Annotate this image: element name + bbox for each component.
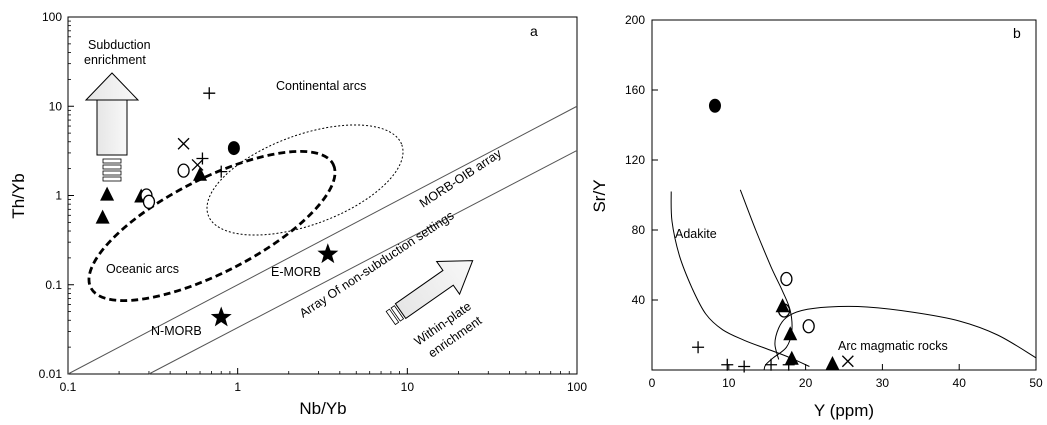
star-point xyxy=(317,243,339,264)
y-tick-label-a: 10 xyxy=(49,99,63,113)
y-tick-label-b: 40 xyxy=(632,293,646,307)
y-tick-label-a: 0.1 xyxy=(45,278,62,292)
open-circle-point xyxy=(780,271,793,287)
plus-point xyxy=(765,358,778,371)
morb-oib-label: MORB-OIB array xyxy=(417,146,505,211)
plus-point xyxy=(692,341,705,354)
cross-point xyxy=(841,355,854,368)
nmorb-label: N-MORB xyxy=(151,324,202,338)
emorb-label: E-MORB xyxy=(271,265,321,279)
y-axis-label-b: Sr/Y xyxy=(590,179,609,212)
triangle-point xyxy=(95,209,110,224)
x-tick-label-b: 0 xyxy=(649,376,656,390)
adakite-label: Adakite xyxy=(675,227,717,241)
triangle-point xyxy=(783,326,798,341)
plot-frame-b xyxy=(651,19,1037,371)
subduction-label-line1: Subduction xyxy=(88,38,151,52)
x-tick-label-b: 40 xyxy=(953,376,967,390)
y-tick-label-b: 120 xyxy=(625,153,645,167)
array-boundary-line xyxy=(148,149,578,375)
y-tick-label-b: 80 xyxy=(632,223,646,237)
filled-circle-point xyxy=(227,141,240,156)
x-tick-label-b: 50 xyxy=(1029,376,1043,390)
x-tick-label-b: 20 xyxy=(799,376,813,390)
continental-arcs-label: Continental arcs xyxy=(276,79,366,93)
x-tick-label-b: 10 xyxy=(722,376,736,390)
plus-point xyxy=(738,360,751,373)
plus-point xyxy=(215,165,228,178)
plus-point xyxy=(196,152,209,165)
y-tick-label-a: 0.01 xyxy=(39,367,63,381)
chart-b: 0 10 20 30 40 50 40 80 120 160 200 Adakite Arc mag… xyxy=(590,13,1043,420)
open-circle-point xyxy=(142,194,156,209)
panel-label-a: a xyxy=(530,23,538,39)
oceanic-arcs-label: Oceanic arcs xyxy=(106,262,179,276)
within-plate-arrow xyxy=(385,260,474,326)
plus-point xyxy=(203,87,216,100)
field-boundary-curve xyxy=(739,189,793,371)
panel-label-b: b xyxy=(1013,25,1021,41)
open-circle-point xyxy=(802,319,815,334)
cross-point xyxy=(191,158,204,171)
continental-arcs-field xyxy=(206,124,404,236)
y-tick-label-a: 100 xyxy=(42,10,62,24)
plus-point xyxy=(782,358,795,371)
x-tick-label-b: 30 xyxy=(876,376,890,390)
x-tick-label-a: 100 xyxy=(567,380,587,394)
y-tick-label-a: 1 xyxy=(55,189,62,203)
arc-magmatic-label: Arc magmatic rocks xyxy=(838,339,948,353)
oceanic-arcs-field xyxy=(87,149,337,303)
field-boundary-curve xyxy=(774,305,1037,360)
x-tick-label-a: 1 xyxy=(234,380,241,394)
x-axis-label-a: Nb/Yb xyxy=(299,399,346,418)
x-tick-label-a: 10 xyxy=(401,380,415,394)
array-boundary-line xyxy=(67,105,578,375)
subduction-arrow xyxy=(84,72,140,182)
y-tick-label-b: 200 xyxy=(625,13,645,27)
plus-point xyxy=(721,358,734,371)
y-tick-label-b: 160 xyxy=(625,83,645,97)
triangle-point xyxy=(775,298,790,313)
star-point xyxy=(210,306,232,327)
y-axis-label-a: Th/Yb xyxy=(9,173,28,218)
cross-point xyxy=(177,137,190,150)
triangle-point xyxy=(193,166,208,181)
open-circle-point xyxy=(177,163,190,178)
triangle-point xyxy=(100,186,115,201)
x-tick-label-a: 0.1 xyxy=(60,380,77,394)
tectonic-fields-a xyxy=(87,124,404,303)
triangle-point xyxy=(825,356,840,370)
filled-circle-point xyxy=(708,98,721,113)
subduction-label-line2: enrichment xyxy=(84,53,146,67)
x-axis-label-b: Y (ppm) xyxy=(814,401,874,420)
triangle-point xyxy=(784,350,799,365)
